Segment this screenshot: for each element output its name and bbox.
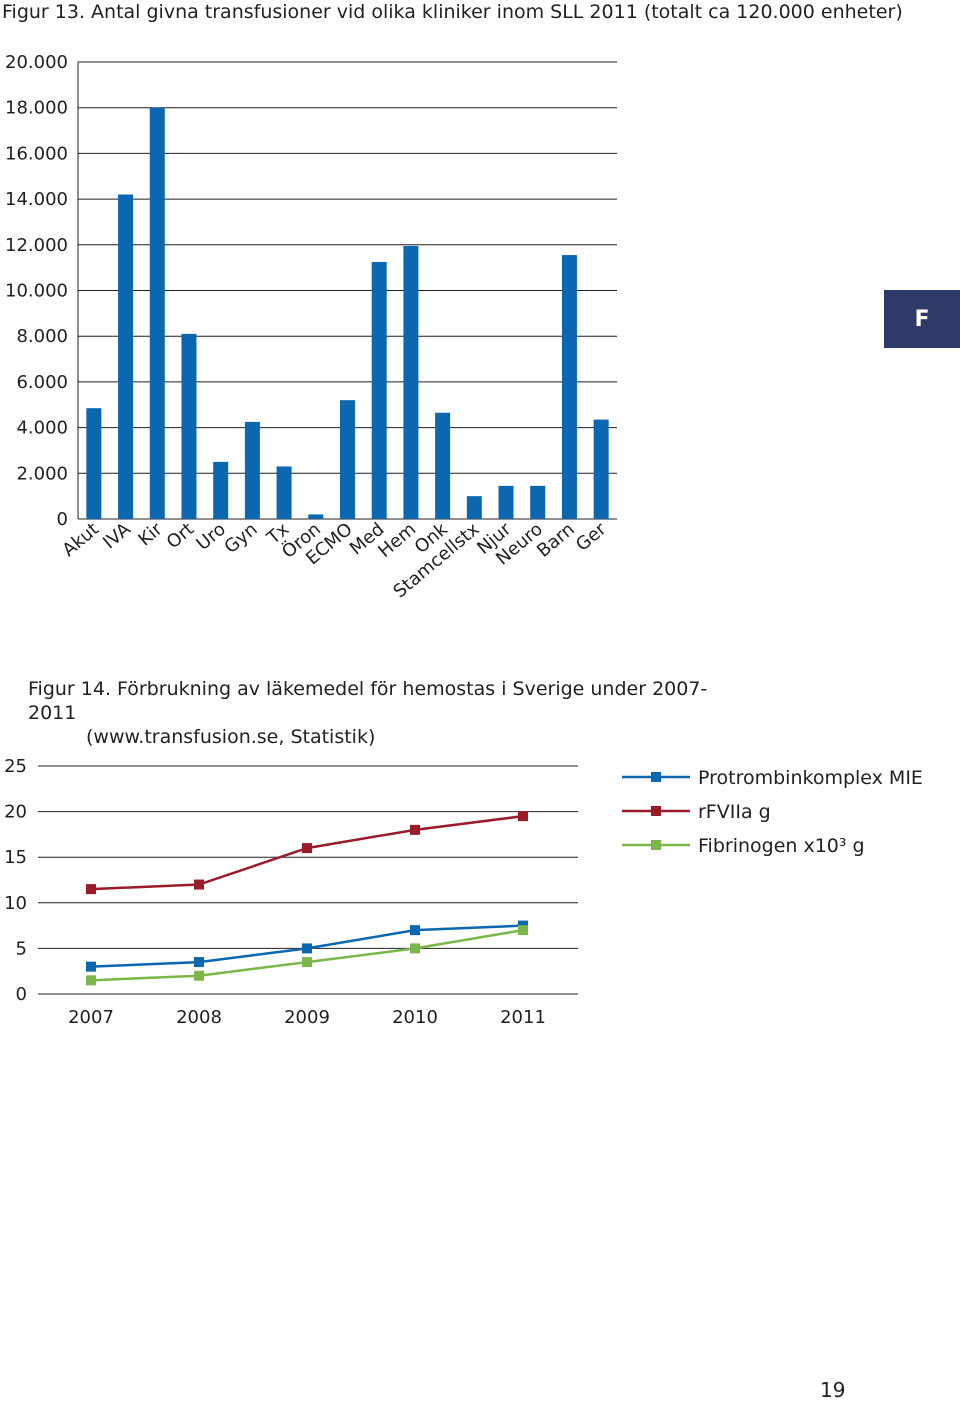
bar-x-tick-label: Ger: [572, 518, 611, 555]
page-number: 19: [820, 1378, 846, 1402]
line-y-tick-label: 25: [4, 756, 27, 777]
legend-label-1: rFVIIa g: [698, 801, 771, 823]
series-1-point: [302, 843, 312, 854]
series-0-point: [410, 925, 420, 936]
bar-6: [276, 466, 292, 519]
bar-16: [593, 419, 609, 519]
bar-y-tick-label: 12.000: [5, 235, 68, 256]
series-0-point: [194, 957, 204, 968]
bar-2: [149, 107, 165, 519]
figure-14-caption: Figur 14. Förbrukning av läkemedel för h…: [28, 677, 728, 749]
bar-7: [308, 514, 324, 519]
bar-x-tick-label: Ort: [163, 519, 198, 553]
bar-3: [181, 333, 197, 519]
line-x-tick-label: 2010: [392, 1007, 438, 1028]
bar-y-tick-label: 2.000: [16, 463, 68, 484]
line-x-tick-label: 2008: [176, 1007, 222, 1028]
bar-y-tick-label: 0: [57, 509, 68, 530]
bar-y-tick-label: 20.000: [5, 52, 68, 73]
series-2-point: [86, 975, 96, 986]
bar-y-tick-label: 8.000: [16, 326, 68, 347]
legend-marker-0: [651, 772, 661, 782]
series-2-point: [302, 957, 312, 968]
hemostasis-line-chart: 0 5 10 15 20 25 2007 2008 2009 2010 2011 Protromb…: [4, 756, 923, 1028]
line-y-tick-label: 10: [4, 893, 27, 914]
bar-12: [466, 496, 482, 519]
bar-13: [498, 485, 514, 519]
series-1-point: [518, 811, 528, 822]
series-2-point: [194, 970, 204, 981]
legend-marker-1: [651, 806, 661, 816]
series-2-point: [410, 943, 420, 954]
series-1-point: [410, 824, 420, 835]
bar-x-tick-label: IVA: [99, 518, 135, 553]
line-x-tick-label: 2009: [284, 1007, 330, 1028]
figure-14-caption-line2: (www.transfusion.se, Statistik): [86, 726, 376, 748]
bar-10: [403, 245, 419, 519]
bar-5: [244, 421, 260, 519]
bar-9: [371, 261, 387, 519]
bar-y-tick-label: 18.000: [5, 98, 68, 119]
legend-marker-2: [651, 840, 661, 850]
transfusion-bar-chart: 0 2.000 4.000 6.000 8.000 10.000 12.000 14.000 1…: [5, 52, 617, 602]
line-x-tick-label: 2011: [500, 1007, 546, 1028]
bar-y-tick-label: 16.000: [5, 143, 68, 164]
bar-14: [530, 485, 546, 519]
series-1-point: [194, 879, 204, 890]
legend-label-2: Fibrinogen x10³ g: [698, 835, 865, 857]
bar-x-tick-label: Uro: [192, 519, 229, 555]
bar-8: [340, 400, 355, 519]
series-0-point: [86, 961, 96, 972]
series-0-point: [302, 943, 312, 954]
figure-14-caption-line1: Figur 14. Förbrukning av läkemedel för h…: [28, 678, 708, 724]
bar-y-tick-label: 4.000: [16, 418, 68, 439]
line-x-tick-label: 2007: [68, 1007, 114, 1028]
bar-1: [118, 194, 134, 519]
line-y-tick-label: 5: [16, 938, 27, 959]
bar-y-tick-label: 6.000: [16, 372, 68, 393]
section-tab-f[interactable]: F: [884, 290, 960, 348]
bar-x-tick-label: Kir: [134, 518, 167, 550]
figure-13-caption: Figur 13. Antal givna transfusioner vid …: [2, 1, 903, 23]
series-1-point: [86, 884, 96, 895]
bar-11: [435, 412, 451, 519]
bar-x-tick-label: Gyn: [221, 519, 262, 558]
legend-label-0: Protrombinkomplex MIE: [698, 767, 923, 789]
bar-0: [86, 408, 102, 519]
series-2-point: [518, 925, 528, 936]
line-y-tick-label: 0: [16, 984, 27, 1005]
line-y-tick-label: 20: [4, 802, 27, 823]
line-y-tick-label: 15: [4, 847, 27, 868]
bar-15: [561, 255, 577, 519]
series-line-2: [90, 928, 524, 982]
bar-y-tick-label: 10.000: [5, 281, 68, 302]
bar-y-tick-label: 14.000: [5, 189, 68, 210]
bar-4: [213, 461, 229, 519]
